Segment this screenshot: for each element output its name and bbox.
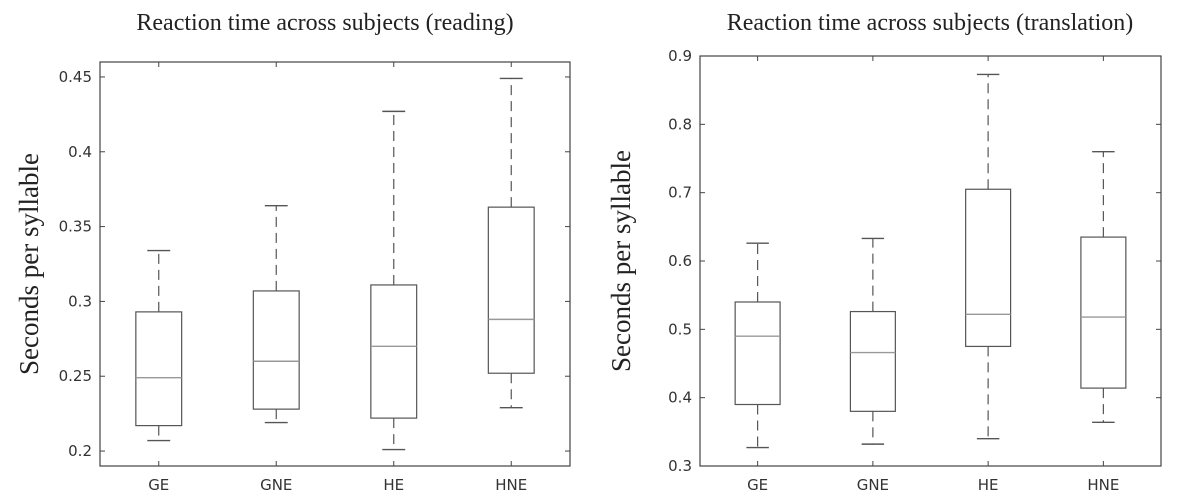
x-tick-label: HNE bbox=[1087, 476, 1119, 494]
y-tick-label: 0.6 bbox=[668, 252, 692, 270]
y-tick-label: 0.35 bbox=[59, 218, 92, 236]
iqr-box bbox=[965, 188, 1012, 348]
x-tick-label: HNE bbox=[495, 476, 527, 494]
box-hne bbox=[1080, 150, 1127, 423]
plot-frame bbox=[99, 61, 571, 467]
chart-panel-1: Reaction time across subjects (reading) S… bbox=[14, 10, 571, 494]
x-tick-label: GNE bbox=[260, 476, 292, 494]
iqr-box bbox=[252, 290, 300, 410]
box-he bbox=[370, 110, 418, 451]
y-tick-label: 0.25 bbox=[59, 367, 92, 385]
box-he bbox=[965, 73, 1012, 440]
y-tick-label: 0.3 bbox=[68, 292, 92, 310]
y-axis-label: Seconds per syllable bbox=[606, 150, 636, 372]
box-ge bbox=[135, 249, 183, 442]
x-tick-label: GNE bbox=[857, 476, 889, 494]
box-ge bbox=[734, 242, 781, 449]
chart-title: Reaction time across subjects (translati… bbox=[727, 10, 1134, 36]
iqr-box bbox=[487, 206, 535, 374]
y-tick-label: 0.45 bbox=[59, 68, 92, 86]
iqr-box bbox=[849, 310, 896, 412]
y-tick-label: 0.7 bbox=[668, 184, 692, 202]
iqr-box bbox=[370, 284, 418, 419]
x-tick-label: GE bbox=[747, 476, 768, 494]
iqr-box bbox=[135, 311, 183, 427]
iqr-box bbox=[734, 301, 781, 406]
chart-title: Reaction time across subjects (reading) bbox=[136, 10, 513, 36]
x-tick-label: HE bbox=[383, 476, 404, 494]
chart-panel-2: Reaction time across subjects (translati… bbox=[606, 10, 1162, 494]
y-tick-label: 0.5 bbox=[668, 320, 692, 338]
box-gne bbox=[252, 204, 300, 424]
y-tick-label: 0.3 bbox=[668, 457, 692, 475]
x-tick-label: GE bbox=[148, 476, 169, 494]
y-tick-label: 0.4 bbox=[68, 143, 92, 161]
y-tick-label: 0.4 bbox=[668, 389, 692, 407]
y-tick-label: 0.8 bbox=[668, 115, 692, 133]
box-hne bbox=[487, 77, 535, 409]
x-tick-label: HE bbox=[978, 476, 999, 494]
iqr-box bbox=[1080, 236, 1127, 389]
y-axis-label: Seconds per syllable bbox=[14, 153, 44, 375]
box-gne bbox=[849, 237, 896, 445]
y-tick-label: 0.9 bbox=[668, 47, 692, 65]
y-tick-label: 0.2 bbox=[68, 442, 92, 460]
